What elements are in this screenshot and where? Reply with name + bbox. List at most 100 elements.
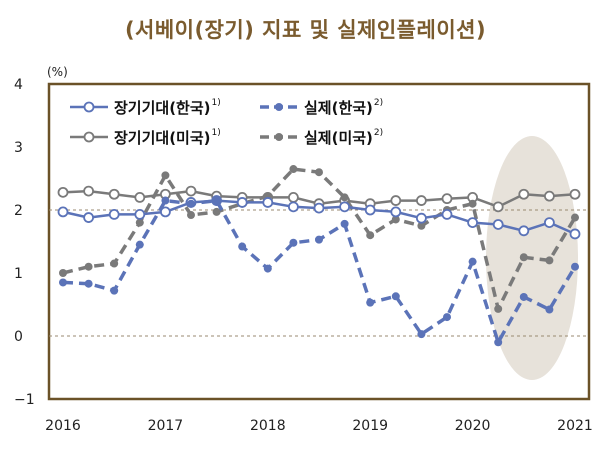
data-point xyxy=(366,298,375,307)
data-point xyxy=(364,204,376,216)
data-point xyxy=(83,185,94,197)
data-point xyxy=(212,196,221,205)
data-point xyxy=(468,257,477,266)
data-point xyxy=(518,188,530,200)
legend-label: 장기기대(미국) xyxy=(114,129,211,147)
data-point xyxy=(415,212,427,224)
data-point xyxy=(315,235,323,244)
legend-superscript: 1) xyxy=(212,128,221,138)
data-point xyxy=(518,225,530,237)
data-point xyxy=(415,195,427,206)
legend-superscript: 2) xyxy=(374,98,383,108)
data-point xyxy=(57,206,69,218)
data-point xyxy=(110,286,119,295)
data-point xyxy=(443,313,451,322)
data-point xyxy=(289,238,298,247)
data-point xyxy=(289,165,298,174)
legend-item-1: 장기기대(한국) 1) xyxy=(70,98,221,117)
data-point xyxy=(545,305,554,314)
y-tick-label: 2 xyxy=(14,203,23,219)
data-point xyxy=(134,191,146,203)
data-point xyxy=(134,209,146,220)
legend-item-2: 실제(한국) 2) xyxy=(260,98,383,117)
data-point xyxy=(187,199,195,208)
chart-title: (서베이(장기) 지표 및 실제인플레이션) xyxy=(124,18,487,42)
data-point xyxy=(492,219,504,230)
data-point xyxy=(391,215,400,224)
data-point xyxy=(263,264,272,273)
data-point xyxy=(83,212,94,223)
data-point xyxy=(390,195,402,206)
legend-label: 장기기대(한국) xyxy=(114,99,211,117)
data-point xyxy=(287,191,299,203)
data-point xyxy=(185,185,197,197)
y-tick-label: 0 xyxy=(14,329,23,345)
data-point xyxy=(84,279,93,288)
y-tick-label: 3 xyxy=(14,140,23,156)
data-point xyxy=(544,190,555,202)
x-tick-label: 2020 xyxy=(455,418,491,434)
data-point xyxy=(492,201,504,213)
data-point xyxy=(366,231,375,240)
data-point xyxy=(135,218,144,227)
series-1 xyxy=(57,195,581,240)
data-point xyxy=(441,209,453,220)
legend-marker xyxy=(83,131,95,143)
data-point xyxy=(571,262,579,271)
data-point xyxy=(313,202,325,214)
x-tick-label: 2019 xyxy=(352,418,388,434)
data-point xyxy=(108,188,120,200)
legend-label: 실제(한국) xyxy=(304,99,373,117)
data-point xyxy=(571,213,579,222)
y-tick-label: −1 xyxy=(14,392,35,408)
legend-label: 실제(미국) xyxy=(304,129,373,147)
data-point xyxy=(212,207,221,216)
data-point xyxy=(569,228,581,240)
data-point xyxy=(159,206,171,218)
series-2 xyxy=(59,196,579,347)
data-point xyxy=(238,242,247,251)
legend-item-4: 실제(미국) 2) xyxy=(260,128,383,147)
legend-item-3: 장기기대(미국) 1) xyxy=(70,128,221,147)
y-axis-unit-label: (%) xyxy=(47,65,68,79)
data-point xyxy=(494,304,503,313)
x-tick-label: 2016 xyxy=(45,418,81,434)
data-point xyxy=(187,211,195,220)
legend-superscript: 1) xyxy=(212,98,221,108)
data-point xyxy=(315,168,323,177)
x-tick-label: 2021 xyxy=(557,418,593,434)
data-point xyxy=(417,221,426,230)
data-point xyxy=(339,201,351,213)
data-point xyxy=(84,262,93,271)
legend-marker xyxy=(275,103,283,111)
data-point xyxy=(545,256,554,265)
legend-superscript: 2) xyxy=(374,128,383,138)
data-point xyxy=(390,206,402,218)
data-point xyxy=(135,240,144,249)
data-point xyxy=(340,219,349,228)
data-point xyxy=(519,253,528,262)
data-point xyxy=(161,171,170,180)
y-tick-label: 4 xyxy=(14,77,23,93)
data-point xyxy=(108,209,120,220)
data-point xyxy=(287,201,299,213)
data-point xyxy=(391,292,400,301)
x-tick-label: 2018 xyxy=(250,418,286,434)
data-point xyxy=(236,197,248,208)
data-point xyxy=(262,197,274,208)
data-point xyxy=(569,188,581,200)
legend-marker xyxy=(83,101,95,113)
data-point xyxy=(161,196,170,205)
data-point xyxy=(417,330,426,339)
data-point xyxy=(59,269,67,277)
data-point xyxy=(110,259,119,268)
data-point xyxy=(544,217,555,229)
data-point xyxy=(467,217,479,229)
legend-marker xyxy=(275,133,283,141)
y-tick-label: 1 xyxy=(14,266,23,282)
data-point xyxy=(441,193,453,205)
data-point xyxy=(519,292,528,301)
data-point xyxy=(59,278,67,287)
data-point xyxy=(494,338,503,347)
